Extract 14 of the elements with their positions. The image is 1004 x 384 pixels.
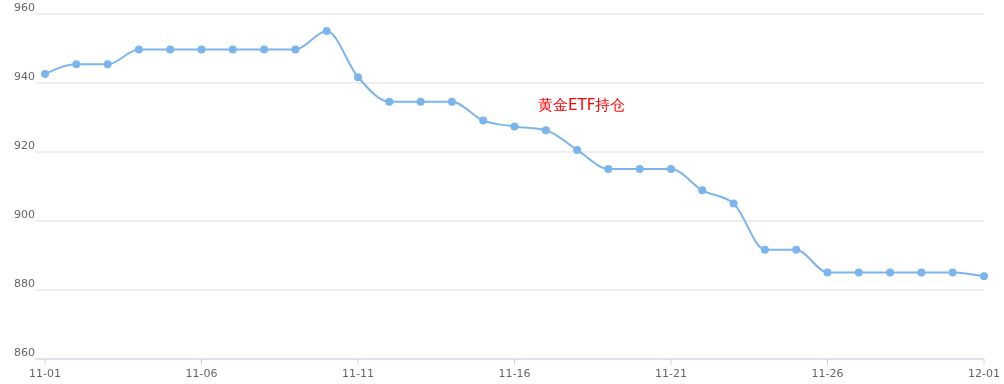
x-tick-label: 11-21 bbox=[655, 367, 687, 380]
x-tick-label: 12-01 bbox=[968, 367, 1000, 380]
y-tick-label: 940 bbox=[14, 70, 35, 83]
y-tick-label: 960 bbox=[14, 1, 35, 14]
x-tick-label: 11-16 bbox=[498, 367, 531, 380]
y-tick-label: 920 bbox=[14, 139, 35, 152]
x-tick-label: 11-06 bbox=[185, 367, 218, 380]
y-tick-label: 900 bbox=[14, 208, 35, 221]
x-tick-label: 11-01 bbox=[29, 367, 61, 380]
x-tick-label: 11-11 bbox=[342, 367, 374, 380]
y-tick-label: 860 bbox=[14, 346, 35, 359]
x-tick-label: 11-26 bbox=[811, 367, 844, 380]
y-tick-label: 880 bbox=[14, 277, 35, 290]
text: 黄金ETF持仓 bbox=[538, 96, 626, 114]
